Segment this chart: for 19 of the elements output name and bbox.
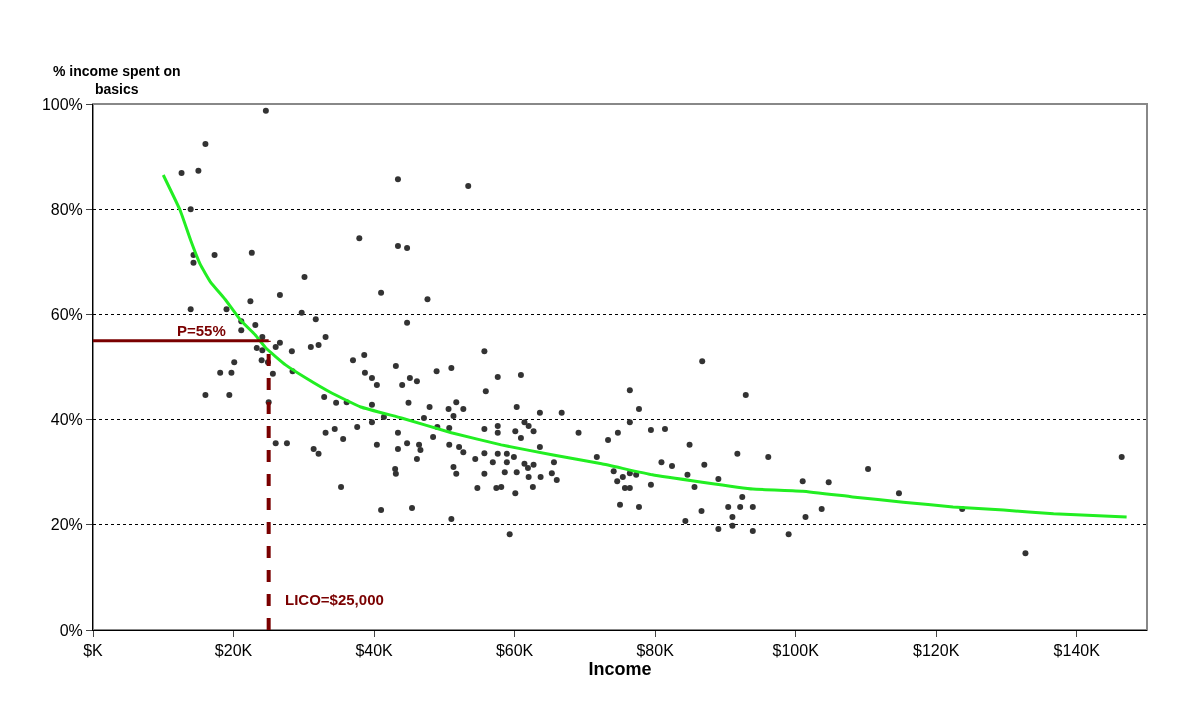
x-axis-title: Income (588, 659, 652, 680)
x-tick-label: $20K (214, 642, 253, 660)
x-tick-label: $120K (913, 642, 960, 660)
y-axis-title: % income spent on basics (53, 63, 181, 98)
y-tick-label: 20% (50, 516, 83, 534)
x-tick-label: $100K (772, 642, 820, 660)
y-tick-label: 100% (41, 95, 83, 113)
x-tick-label: $80K (636, 642, 675, 660)
line-series (161, 173, 1129, 519)
y-tick-label: 60% (50, 306, 83, 323)
x-tick-label: $60K (495, 642, 534, 660)
y-tick-label: 0% (59, 621, 83, 639)
x-tick-label: $40K (355, 642, 394, 660)
y-tick-label: 40% (50, 411, 83, 429)
y-tick-label: 80% (50, 200, 83, 218)
ref-line-label: LICO=$25,000 (285, 591, 384, 608)
x-tick-label: $140K (1053, 642, 1101, 660)
x-tick-label: $K (83, 642, 104, 660)
ref-line-label: P=55% (177, 322, 226, 339)
